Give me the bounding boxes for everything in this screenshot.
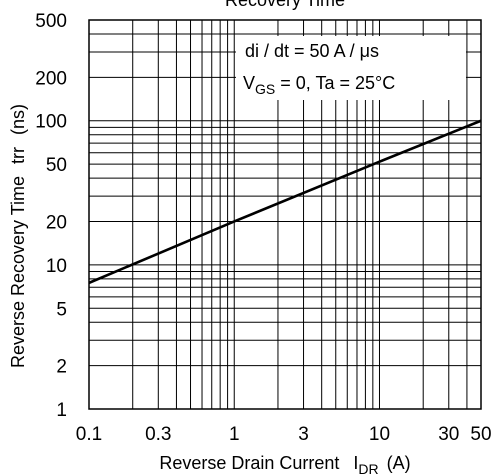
annotation-vgs-symbol: V — [243, 73, 255, 93]
x-tick-label: 1 — [229, 424, 240, 445]
x-tick-label: 50 — [470, 424, 491, 445]
x-tick-label: 30 — [438, 424, 459, 445]
x-tick-label: 3 — [298, 424, 309, 445]
chart-title: Recovery Time — [225, 0, 345, 10]
x-tick-labels: 0.1 0.3 1 3 10 30 50 — [76, 424, 492, 445]
annotation-conditions: VGS = 0, Ta = 25°C — [243, 73, 395, 97]
x-tick-label: 0.3 — [145, 424, 171, 445]
x-tick-label: 10 — [369, 424, 390, 445]
y-tick-label: 2 — [56, 357, 67, 378]
x-axis-label-subscript: DR — [358, 461, 378, 474]
x-axis-label: Reverse Drain Current IDR (A) — [159, 453, 410, 474]
y-tick-label: 5 — [56, 299, 67, 320]
y-tick-labels: 1 2 5 10 20 50 100 200 500 — [35, 11, 67, 421]
annotation-box: di / dt = 50 A / μs VGS = 0, Ta = 25°C — [236, 36, 466, 100]
annotation-background — [236, 36, 466, 100]
y-tick-label: 20 — [46, 212, 67, 233]
y-tick-label: 500 — [35, 11, 67, 32]
y-tick-label: 100 — [35, 112, 67, 133]
annotation-vgs-subscript: GS — [255, 81, 275, 97]
y-tick-label: 200 — [35, 68, 67, 89]
y-axis-label: Reverse Recovery Time trr (ns) — [8, 104, 28, 368]
x-axis-label-text: Reverse Drain Current — [159, 453, 339, 473]
x-axis-label-unit: (A) — [387, 453, 411, 473]
series-layer — [88, 119, 482, 285]
y-axis-label-unit: (ns) — [8, 104, 28, 135]
trr-curve — [88, 119, 482, 285]
y-axis-label-text: Reverse Recovery Time — [8, 176, 28, 368]
annotation-didt: di / dt = 50 A / μs — [245, 41, 379, 61]
x-axis-label-symbol: I — [353, 453, 358, 473]
y-tick-label: 1 — [56, 400, 67, 421]
x-tick-label: 0.1 — [76, 424, 102, 445]
y-tick-label: 10 — [46, 256, 67, 277]
plot-frame — [88, 19, 482, 410]
annotation-conditions-rest: = 0, Ta = 25°C — [275, 73, 395, 93]
y-tick-label: 50 — [46, 155, 67, 176]
y-axis-label-symbol: trr — [8, 147, 28, 164]
